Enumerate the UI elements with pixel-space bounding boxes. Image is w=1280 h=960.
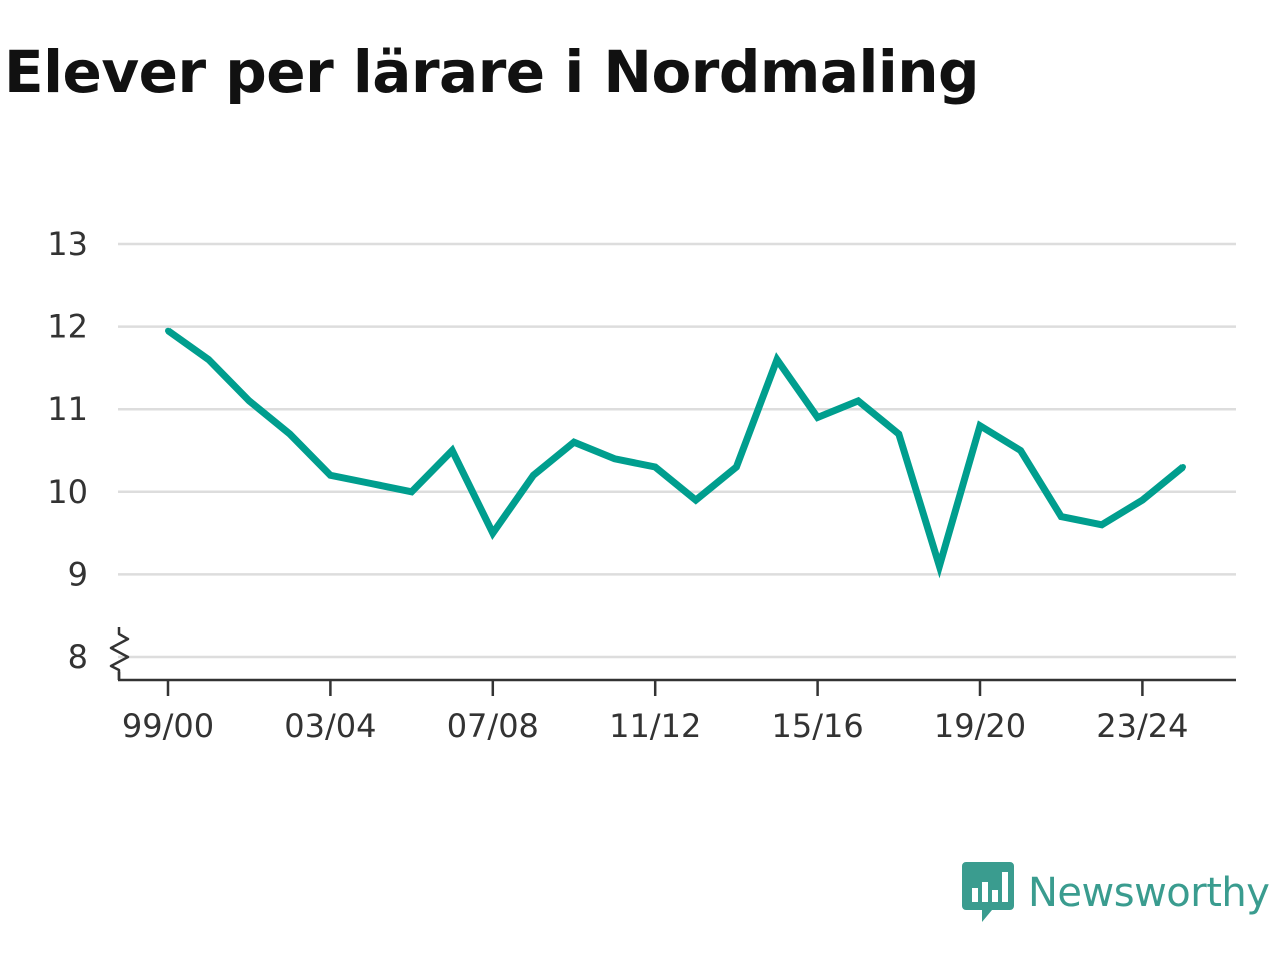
data-point (692, 497, 699, 504)
data-point (530, 472, 537, 479)
data-point (1058, 513, 1065, 520)
x-tick-label: 19/20 (934, 707, 1026, 745)
y-tick-label: 11 (47, 390, 88, 428)
x-axis-ticks: 99/00 03/04 07/08 11/12 15/16 19/20 23/24 (122, 680, 1189, 745)
y-tick-label: 10 (47, 473, 88, 511)
gridlines (118, 242, 1236, 659)
data-point (855, 397, 862, 404)
axis-break-icon (109, 627, 130, 680)
data-point (977, 422, 983, 429)
newsworthy-logo-icon (962, 862, 1014, 922)
y-tick-label: 8 (68, 638, 88, 676)
y-tick-label: 9 (68, 555, 88, 593)
data-point (1139, 497, 1146, 504)
data-point (327, 472, 334, 479)
data-point (1098, 521, 1105, 528)
y-axis-tick-labels: 8 9 10 11 12 13 (47, 225, 88, 676)
data-point (733, 464, 740, 471)
data-point (936, 563, 943, 570)
data-point (571, 439, 577, 446)
x-tick-label: 23/24 (1096, 707, 1188, 745)
data-point (489, 530, 496, 537)
data-point (368, 480, 374, 487)
data-point (774, 356, 780, 363)
data-point (286, 430, 293, 437)
data-point (1180, 464, 1186, 471)
x-tick-label: 11/12 (609, 707, 701, 745)
data-point (1017, 447, 1024, 454)
data-point (814, 414, 821, 421)
x-tick-label: 03/04 (284, 707, 376, 745)
data-point (165, 327, 171, 334)
page-title: Elever per lärare i Nordmaling (4, 38, 980, 106)
axes (109, 627, 1236, 682)
y-tick-label: 12 (47, 308, 88, 346)
data-point (652, 464, 659, 471)
data-point (408, 488, 415, 495)
x-tick-label: 15/16 (771, 707, 863, 745)
brand-name: Newsworthy (1028, 870, 1270, 916)
data-point (611, 455, 618, 462)
brand-logo: Newsworthy (962, 862, 1270, 924)
series-group (165, 327, 1186, 579)
x-tick-label: 07/08 (447, 707, 539, 745)
data-point (246, 397, 253, 404)
data-point (449, 447, 456, 454)
data-point (205, 356, 212, 363)
x-tick-label: 99/00 (122, 707, 214, 745)
series-line (165, 327, 1186, 579)
y-tick-label: 13 (47, 225, 88, 263)
data-point (895, 430, 902, 437)
